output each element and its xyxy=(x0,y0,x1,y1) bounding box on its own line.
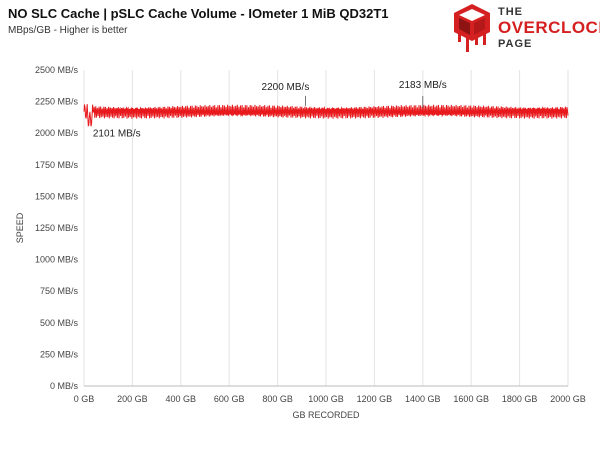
dripping-cube-icon xyxy=(454,4,490,52)
x-axis-ticks: 0 GB 200 GB 400 GB 600 GB 800 GB 1000 GB 1200 … xyxy=(74,394,586,404)
x-tick-label: 400 GB xyxy=(166,394,197,404)
y-tick-label: 1250 MB/s xyxy=(35,223,79,233)
x-tick-label: 200 GB xyxy=(117,394,148,404)
annotation-label: 2183 MB/s xyxy=(399,80,447,91)
x-tick-label: 1400 GB xyxy=(405,394,441,404)
annotation-label: 2200 MB/s xyxy=(262,82,310,93)
y-tick-label: 500 MB/s xyxy=(40,318,79,328)
y-tick-label: 1500 MB/s xyxy=(35,191,79,201)
overclock-page-logo: THE OVERCLOCK PAGE xyxy=(448,0,600,60)
x-tick-label: 1600 GB xyxy=(453,394,489,404)
y-axis-label: SPEED xyxy=(15,212,25,243)
y-tick-label: 750 MB/s xyxy=(40,286,79,296)
y-tick-label: 2000 MB/s xyxy=(35,128,79,138)
y-tick-label: 2500 MB/s xyxy=(35,65,79,75)
logo-page-text: PAGE xyxy=(498,38,533,50)
y-tick-label: 1000 MB/s xyxy=(35,255,79,265)
series-line xyxy=(83,104,569,127)
x-tick-label: 800 GB xyxy=(262,394,293,404)
x-tick-label: 1000 GB xyxy=(308,394,344,404)
y-tick-label: 1750 MB/s xyxy=(35,160,79,170)
chart-series xyxy=(83,104,569,127)
x-axis-label: GB RECORDED xyxy=(292,410,360,420)
chart-title: NO SLC Cache | pSLC Cache Volume - IOmet… xyxy=(8,6,389,21)
annotation-label: 2101 MB/s xyxy=(93,128,141,139)
x-tick-label: 1800 GB xyxy=(502,394,538,404)
y-axis-ticks: 0 MB/s 250 MB/s 500 MB/s 750 MB/s 1000 MB/s 1… xyxy=(35,65,79,391)
x-tick-label: 1200 GB xyxy=(357,394,393,404)
y-tick-label: 0 MB/s xyxy=(50,381,79,391)
y-tick-label: 2250 MB/s xyxy=(35,97,79,107)
x-tick-label: 2000 GB xyxy=(550,394,586,404)
chart-subtitle: MBps/GB - Higher is better xyxy=(8,25,128,36)
chart-annotations: 2101 MB/s 2200 MB/s 2183 MB/s xyxy=(93,80,447,139)
chart-grid xyxy=(83,70,569,386)
x-tick-label: 600 GB xyxy=(214,394,245,404)
y-tick-label: 250 MB/s xyxy=(40,349,79,359)
logo-main-text: OVERCLOCK xyxy=(498,18,600,37)
x-tick-label: 0 GB xyxy=(74,394,95,404)
logo-the-text: THE xyxy=(498,6,523,18)
